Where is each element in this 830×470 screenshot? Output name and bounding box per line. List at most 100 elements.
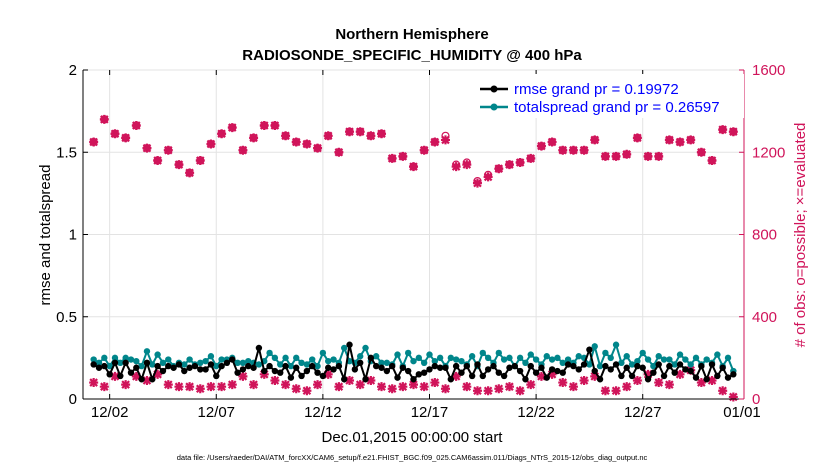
x-tick-label: 12/27: [624, 404, 662, 421]
obs-low-marker: [217, 382, 226, 391]
spread-point: [404, 349, 412, 357]
obs-low-marker: [227, 380, 237, 389]
rmse-point: [138, 376, 145, 383]
rmse-point: [325, 364, 332, 371]
obs-low-marker: [238, 372, 248, 381]
obs-evaluated-marker: [89, 137, 98, 147]
obs-low-marker: [419, 382, 429, 391]
obs-evaluated-marker: [206, 139, 216, 149]
obs-evaluated-marker: [430, 137, 440, 147]
spread-point: [559, 359, 566, 367]
obs-evaluated-marker: [238, 145, 248, 155]
rmse-point: [708, 361, 716, 368]
obs-evaluated-marker: [675, 137, 685, 147]
spread-point: [548, 356, 556, 363]
rmse-point: [644, 376, 652, 383]
rmse-point: [234, 369, 241, 376]
spread-point: [436, 354, 444, 362]
obs-low-marker: [441, 384, 450, 393]
rmse-point: [410, 376, 417, 383]
legend-swatch-marker: [490, 103, 498, 111]
obs-low-marker: [718, 386, 727, 396]
rmse-point: [596, 376, 604, 383]
chart-title-line1: Northern Hemisphere: [335, 26, 488, 43]
obs-low-marker: [195, 384, 205, 393]
rmse-point: [213, 372, 220, 380]
rmse-point: [415, 371, 423, 378]
obs-evaluated-marker: [281, 131, 290, 141]
obs-evaluated-marker: [483, 172, 493, 182]
obs-low-marker: [398, 382, 408, 391]
obs-evaluated-marker: [366, 131, 376, 141]
spread-point: [516, 354, 524, 362]
spread-point: [522, 359, 529, 367]
rmse-point: [271, 367, 279, 375]
spread-point: [468, 353, 476, 360]
obs-evaluated-marker: [494, 164, 504, 173]
x-tick-label: 12/12: [304, 404, 342, 421]
spread-point: [266, 349, 273, 357]
rmse-point: [191, 362, 199, 370]
rmse-point: [687, 367, 694, 375]
rmse-point: [175, 361, 183, 368]
obs-evaluated-marker: [686, 135, 695, 145]
obs-low-marker: [185, 382, 194, 391]
rmse-point: [586, 346, 593, 353]
x-tick-label: 12/22: [517, 404, 555, 421]
spread-point: [660, 356, 668, 363]
obs-evaluated-marker: [142, 143, 152, 153]
spread-point: [90, 356, 97, 363]
obs-count-series: [89, 114, 738, 402]
y-right-tick-label: 1200: [752, 144, 785, 161]
rmse-point: [538, 364, 545, 371]
spread-point: [197, 359, 204, 367]
obs-evaluated-marker: [291, 137, 301, 147]
rmse-point: [479, 372, 486, 380]
obs-evaluated-marker: [526, 154, 536, 163]
obs-evaluated-marker: [419, 145, 429, 155]
obs-low-marker: [526, 380, 536, 389]
obs-evaluated-marker: [537, 141, 546, 151]
obs-low-marker: [611, 386, 621, 396]
spread-point: [143, 348, 151, 355]
spread-point: [271, 354, 279, 362]
spread-point: [95, 359, 103, 367]
obs-evaluated-marker: [270, 121, 280, 130]
spread-point: [410, 357, 417, 365]
spread-point: [484, 354, 492, 362]
rmse-point: [516, 367, 524, 375]
rmse-point: [404, 367, 412, 375]
spread-point: [607, 354, 614, 362]
spread-point: [543, 353, 550, 360]
spread-point: [479, 349, 486, 357]
spread-point: [682, 356, 689, 363]
spread-point: [495, 349, 502, 357]
obs-low-marker: [579, 376, 589, 385]
grid-lines: [83, 69, 744, 400]
obs-evaluated-marker: [409, 162, 418, 171]
obs-evaluated-marker: [643, 152, 653, 161]
obs-evaluated-marker: [633, 133, 642, 143]
x-tick-label: 12/07: [197, 404, 235, 421]
obs-evaluated-marker: [398, 152, 408, 161]
rmse-point: [527, 362, 534, 370]
rmse-point: [165, 362, 172, 370]
spread-point: [239, 359, 247, 367]
obs-low-marker: [249, 380, 258, 389]
obs-evaluated-marker: [153, 156, 162, 165]
obs-evaluated-marker: [729, 127, 738, 136]
rmse-point: [202, 366, 209, 373]
obs-evaluated-marker: [462, 160, 472, 169]
spread-point: [245, 357, 252, 365]
spread-point: [602, 349, 609, 357]
obs-evaluated-marker: [121, 133, 130, 143]
spread-point: [431, 357, 439, 365]
rmse-point: [682, 366, 689, 373]
spread-point: [341, 344, 348, 352]
spread-point: [612, 341, 620, 348]
spread-point: [117, 359, 124, 367]
rmse-point: [154, 362, 161, 370]
obs-low-marker: [430, 378, 440, 387]
rmse-point: [564, 361, 572, 368]
